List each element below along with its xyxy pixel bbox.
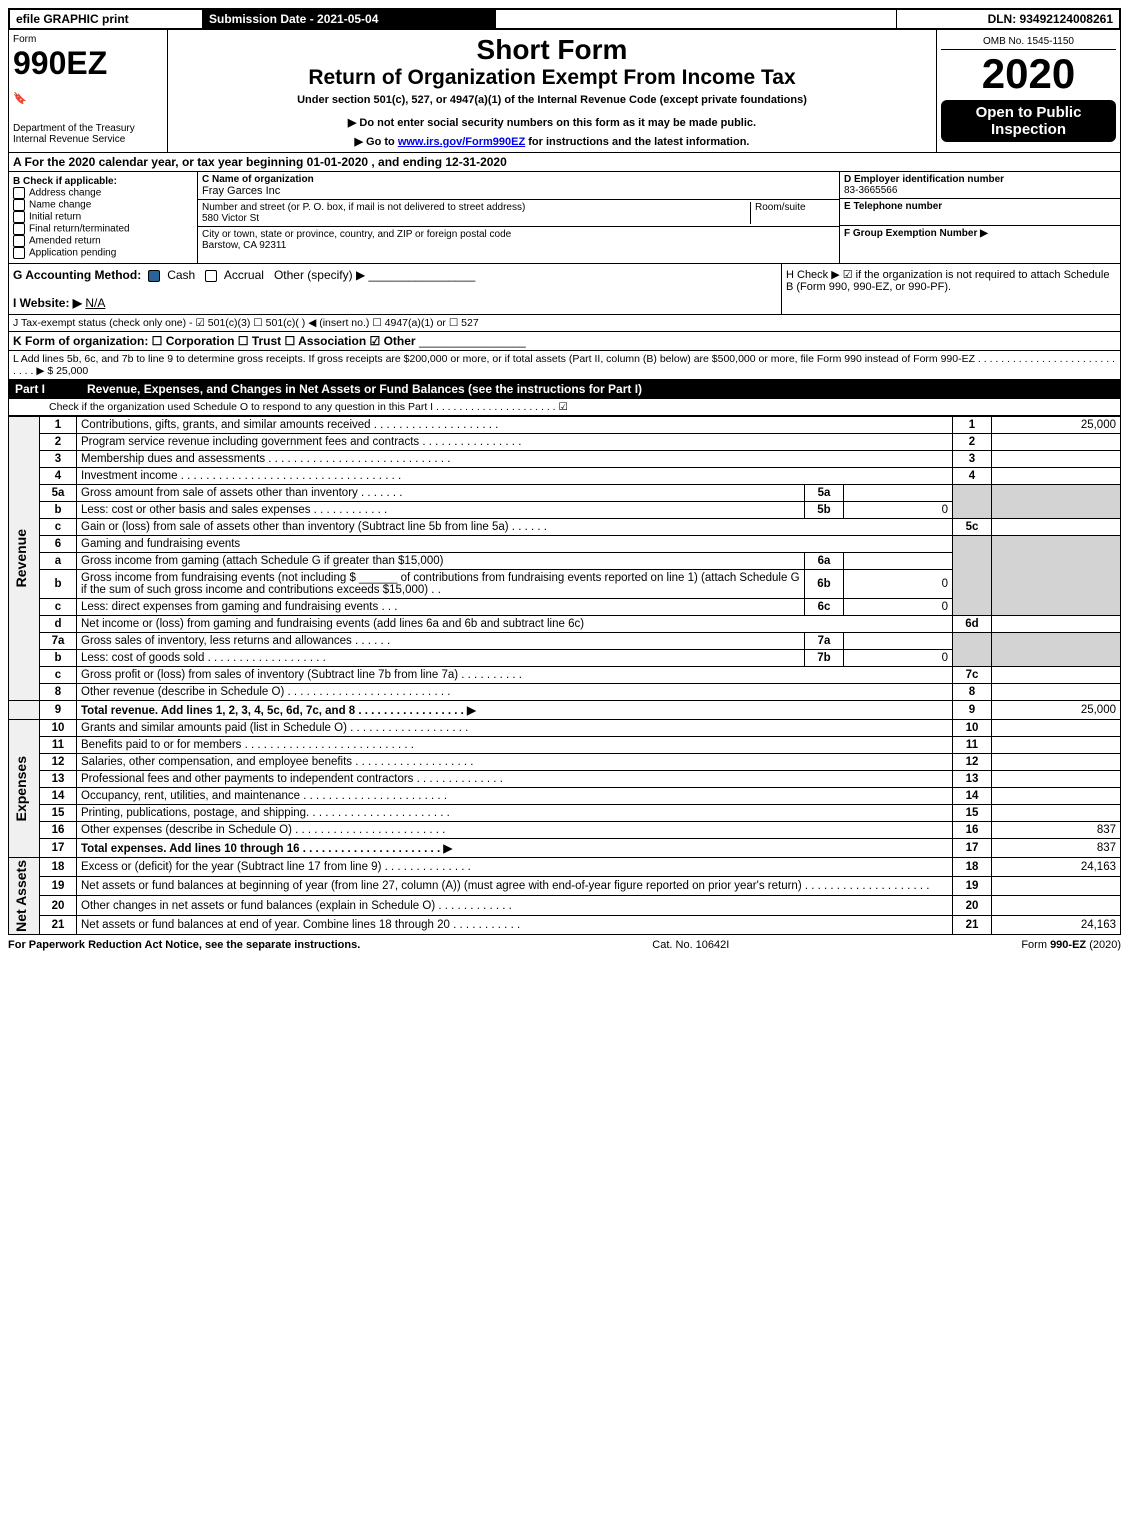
- section-j: J Tax-exempt status (check only one) - ☑…: [8, 315, 1121, 332]
- section-a: A For the 2020 calendar year, or tax yea…: [8, 153, 1121, 172]
- section-f: F Group Exemption Number ▶: [840, 226, 1120, 249]
- org-address: 580 Victor St: [202, 213, 259, 224]
- revenue-side-label: Revenue: [13, 529, 29, 587]
- top-bar: efile GRAPHIC print Submission Date - 20…: [8, 8, 1121, 30]
- title-main: Return of Organization Exempt From Incom…: [172, 66, 932, 90]
- part1-label: Part I: [9, 380, 81, 398]
- expenses-side-label: Expenses: [13, 756, 29, 821]
- org-city: Barstow, CA 92311: [202, 240, 286, 251]
- section-c: C Name of organization Fray Garces Inc N…: [198, 172, 840, 263]
- page-footer: For Paperwork Reduction Act Notice, see …: [8, 935, 1121, 955]
- omb-number: OMB No. 1545-1150: [941, 34, 1116, 50]
- part1-heading: Revenue, Expenses, and Changes in Net As…: [81, 380, 1120, 398]
- tax-year: 2020: [941, 50, 1116, 98]
- section-h: H Check ▶ ☑ if the organization is not r…: [781, 264, 1120, 314]
- section-d: D Employer identification number 83-3665…: [840, 172, 1120, 199]
- part1-table: Revenue 1Contributions, gifts, grants, a…: [8, 416, 1121, 935]
- website-value: N/A: [85, 296, 105, 310]
- form-header: Form 990EZ 🔖 Department of the Treasury …: [8, 30, 1121, 153]
- section-gh: G Accounting Method: Cash Accrual Other …: [8, 264, 1121, 315]
- form-number: 990EZ: [13, 45, 163, 82]
- form-word: Form: [13, 34, 163, 45]
- section-e: E Telephone number: [840, 199, 1120, 226]
- irs-link[interactable]: www.irs.gov/Form990EZ: [398, 136, 525, 148]
- ein-value: 83-3665566: [844, 185, 897, 196]
- warn-ssn: ▶ Do not enter social security numbers o…: [172, 116, 932, 129]
- dept-label: Department of the Treasury: [13, 123, 163, 134]
- part1-check-note: Check if the organization used Schedule …: [8, 399, 1121, 416]
- entity-info: B Check if applicable: Address change Na…: [8, 172, 1121, 264]
- section-b: B Check if applicable: Address change Na…: [9, 172, 198, 263]
- netassets-side-label: Net Assets: [13, 860, 29, 932]
- room-suite-label: Room/suite: [750, 202, 835, 224]
- under-section: Under section 501(c), 527, or 4947(a)(1)…: [172, 94, 932, 106]
- efile-label: efile GRAPHIC print: [10, 10, 203, 29]
- submission-date: Submission Date - 2021-05-04: [203, 10, 496, 29]
- irs-label: Internal Revenue Service: [13, 134, 163, 145]
- org-name: Fray Garces Inc: [202, 185, 280, 197]
- dln-label: DLN: 93492124008261: [897, 10, 1120, 29]
- warn-link: ▶ Go to www.irs.gov/Form990EZ for instru…: [172, 135, 932, 148]
- title-short: Short Form: [172, 34, 932, 66]
- open-public-badge: Open to Public Inspection: [941, 100, 1116, 142]
- section-l: L Add lines 5b, 6c, and 7b to line 9 to …: [8, 351, 1121, 380]
- section-k: K Form of organization: ☐ Corporation ☐ …: [8, 332, 1121, 351]
